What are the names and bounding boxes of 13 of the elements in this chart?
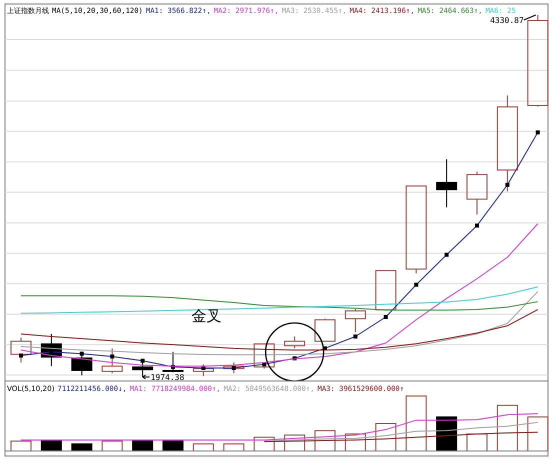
annotation: 4330.87	[490, 16, 524, 25]
bar	[466, 433, 488, 452]
annotation: 1974.38	[150, 373, 184, 382]
annotation: 金叉	[191, 306, 222, 325]
bar	[527, 416, 548, 452]
candlestick	[436, 158, 458, 208]
bar	[10, 440, 32, 452]
bar	[406, 396, 427, 452]
bar	[162, 440, 184, 452]
candlestick	[496, 94, 518, 192]
bar	[496, 404, 518, 452]
bar	[102, 440, 123, 452]
candlestick	[284, 336, 306, 349]
